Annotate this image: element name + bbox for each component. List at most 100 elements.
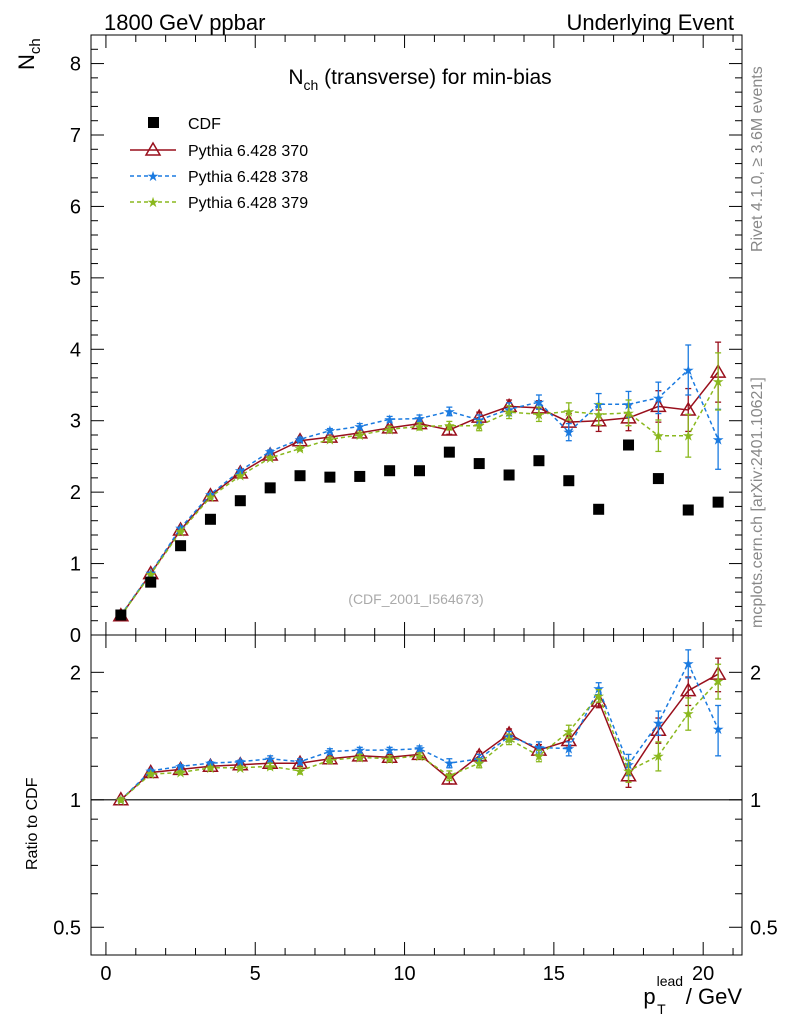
legend-label-379: Pythia 6.428 379 — [188, 195, 308, 212]
axis-ticks: 0 1 2 3 4 5 6 7 8 0 5 10 15 20 0.5 0.5 1 1 2 2 — [53, 34, 778, 985]
main-y-tick-label: 3 — [70, 411, 81, 433]
legend: CDF Pythia 6.428 370 ★ Pythia 6.428 378 … — [130, 116, 308, 212]
legend-label-370: Pythia 6.428 370 — [188, 143, 308, 160]
ratio-point-379: ★ — [622, 764, 635, 780]
chart-title-sub: ch — [303, 77, 318, 93]
main-point-cdf — [145, 576, 157, 588]
main-point-379: ★ — [324, 432, 337, 448]
main-point-379: ★ — [204, 490, 217, 506]
main-point-cdf — [204, 513, 216, 525]
ratio-point-378: ★ — [294, 755, 307, 771]
ratio-point-379: ★ — [144, 767, 157, 783]
main-point-cdf — [175, 540, 187, 552]
legend-label-378: Pythia 6.428 378 — [188, 169, 308, 186]
ratio-point-379: ★ — [712, 674, 725, 690]
main-point-379: ★ — [353, 428, 366, 444]
main-point-370 — [232, 464, 249, 479]
ratio-point-378: ★ — [264, 752, 277, 768]
main-y-axis-label: Nch — [14, 38, 44, 70]
main-point-378: ★ — [383, 412, 396, 428]
main-y-label-sub: ch — [27, 38, 44, 54]
header-right: Underlying Event — [566, 10, 734, 35]
main-point-cdf — [443, 446, 455, 458]
chart-title-main: N — [288, 66, 303, 89]
main-point-cdf — [294, 470, 306, 482]
main-point-379: ★ — [712, 374, 725, 390]
main-point-378: ★ — [324, 424, 337, 440]
main-point-378: ★ — [204, 487, 217, 503]
main-point-370 — [172, 521, 189, 536]
ratio-point-379: ★ — [174, 765, 187, 781]
ratio-point-378: ★ — [324, 745, 337, 761]
main-point-cdf — [593, 503, 605, 515]
main-point-378: ★ — [712, 432, 725, 448]
ratio-point-379: ★ — [473, 756, 486, 772]
ratio-point-378: ★ — [652, 716, 665, 732]
main-point-370 — [202, 487, 219, 502]
ratio-point-370 — [679, 682, 697, 697]
ratio-point-379: ★ — [115, 793, 128, 809]
ratio-point-379: ★ — [413, 749, 426, 765]
main-plot-marks: ★★★★★★★★★★★★★★★★★★★★★★★★★★★★★★★★★★★★★★★★… — [112, 341, 727, 625]
ratio-y-tick-label: 2 — [70, 662, 81, 684]
main-point-379: ★ — [294, 442, 307, 458]
main-point-379: ★ — [622, 406, 635, 422]
main-y-tick-label: 5 — [70, 268, 81, 290]
ratio-y-tick-label: 0.5 — [53, 917, 81, 939]
ratio-point-379: ★ — [563, 724, 576, 740]
ratio-point-378: ★ — [383, 743, 396, 759]
main-point-370 — [441, 421, 458, 436]
ratio-y-tick-label-right: 1 — [750, 790, 761, 812]
x-tick-label: 20 — [692, 963, 714, 985]
main-point-378: ★ — [443, 404, 456, 420]
main-point-379: ★ — [682, 429, 695, 445]
ratio-point-370 — [112, 791, 130, 806]
ratio-point-379: ★ — [353, 750, 366, 766]
legend-marker-cdf — [148, 117, 159, 128]
ratio-point-379: ★ — [264, 759, 277, 775]
x-tick-label: 5 — [250, 963, 261, 985]
x-tick-label: 0 — [100, 963, 111, 985]
main-point-379: ★ — [563, 404, 576, 420]
main-point-379: ★ — [443, 419, 456, 435]
main-y-tick-label: 7 — [70, 125, 81, 147]
main-point-cdf — [413, 465, 425, 477]
main-point-cdf — [712, 496, 724, 508]
ratio-point-378: ★ — [712, 722, 725, 738]
main-point-378: ★ — [353, 419, 366, 435]
ratio-point-378: ★ — [443, 756, 456, 772]
main-point-370 — [590, 412, 607, 427]
main-point-cdf — [533, 455, 545, 467]
x-label-sub: T — [657, 1001, 666, 1017]
ratio-point-378: ★ — [563, 742, 576, 758]
main-point-378: ★ — [294, 432, 307, 448]
ratio-y-axis-label: Ratio to CDF — [24, 777, 41, 870]
main-point-370 — [321, 428, 339, 443]
ratio-point-378: ★ — [353, 743, 366, 759]
main-point-378: ★ — [652, 391, 665, 407]
ratio-point-379: ★ — [383, 752, 396, 768]
legend-marker-370 — [144, 141, 162, 156]
main-point-cdf — [623, 439, 635, 451]
x-axis-label: plead T / GeV — [643, 973, 742, 1017]
ratio-point-378: ★ — [234, 755, 247, 771]
main-y-tick-label: 6 — [70, 196, 81, 218]
main-y-label-main: N — [14, 54, 39, 70]
main-point-378: ★ — [264, 444, 277, 460]
header-left: 1800 GeV ppbar — [104, 10, 265, 35]
ratio-point-379: ★ — [682, 706, 695, 722]
x-label-sup: lead — [657, 973, 683, 989]
ratio-point-379: ★ — [294, 764, 307, 780]
main-point-cdf — [473, 458, 485, 470]
side-label-bottom: mcplots.cern.ch [arXiv:2401.10621] — [749, 377, 766, 628]
main-point-379: ★ — [174, 524, 187, 540]
main-y-tick-label: 2 — [70, 482, 81, 504]
main-y-tick-label: 4 — [70, 339, 81, 361]
ratio-plot-marks: ★★ ★ ★ ★ ★★ ★ ★ ★★ ★★★ ★★★★★★★ ★ ★ ★ ★ ★★ ★ ★ ★★★★★★★★★★★… — [91, 649, 742, 809]
main-point-379: ★ — [592, 407, 605, 423]
main-point-cdf — [115, 609, 127, 621]
ratio-point-378: ★ — [413, 742, 426, 758]
main-point-378: ★ — [533, 395, 546, 411]
main-y-tick-label: 8 — [70, 54, 81, 76]
